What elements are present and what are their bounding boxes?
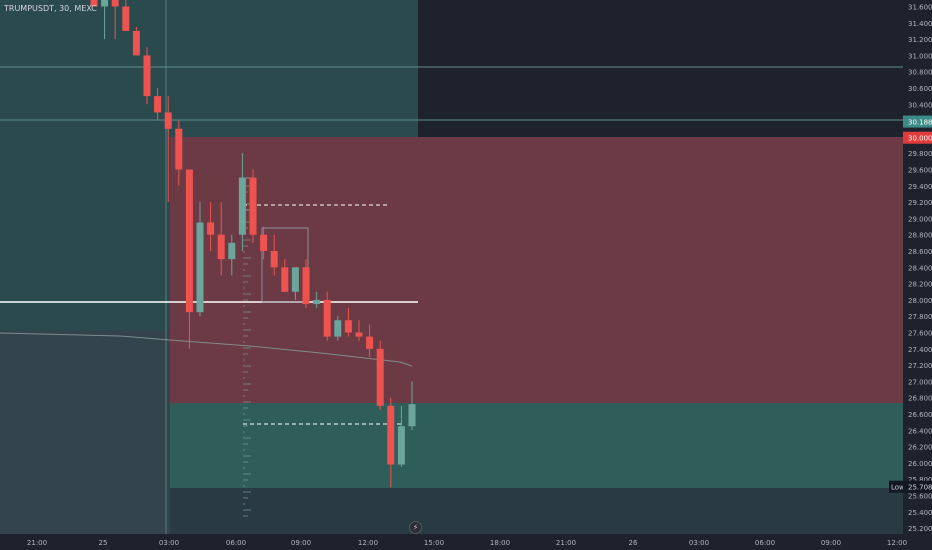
low-tag xyxy=(889,480,903,493)
candle-body xyxy=(111,0,119,7)
x-tick-label: 18:00 xyxy=(490,539,510,547)
candle-body xyxy=(175,128,183,170)
candle-body xyxy=(281,267,289,292)
lower-left-shade xyxy=(0,330,170,534)
candle-body xyxy=(376,348,384,406)
lightning-icon[interactable]: ⚡ xyxy=(409,521,422,534)
y-tick-label: 25.400 xyxy=(908,509,932,517)
y-tick-label: 29.800 xyxy=(908,150,932,158)
y-tick-label: 29.600 xyxy=(908,167,932,175)
candle-body xyxy=(196,222,204,313)
y-tick-label: 31.400 xyxy=(908,20,932,28)
x-tick-label: 09:00 xyxy=(821,539,841,547)
y-tick-label: 31.000 xyxy=(908,52,932,60)
upper-highlight-zone xyxy=(170,0,418,137)
x-tick-label: 15:00 xyxy=(424,539,444,547)
x-tick-label: 12:00 xyxy=(887,539,907,547)
symbol-title: TRUMPUSDT, 30, MEXC xyxy=(4,4,97,13)
x-tick-label: 25 xyxy=(99,539,108,547)
y-tick-label: 25.200 xyxy=(908,525,932,533)
candle-body xyxy=(302,267,310,304)
y-tick-label: 28.800 xyxy=(908,232,932,240)
y-tick-label: 30.800 xyxy=(908,69,932,77)
y-tick-label: 29.200 xyxy=(908,199,932,207)
x-tick-label: 06:00 xyxy=(755,539,775,547)
y-tick-label: 28.600 xyxy=(908,248,932,256)
y-tick-label: 27.200 xyxy=(908,362,932,370)
range-box xyxy=(261,227,309,303)
y-tick-label: 28.200 xyxy=(908,281,932,289)
candle-body xyxy=(260,234,268,251)
candle-body xyxy=(291,267,299,292)
y-tick-label: 26.000 xyxy=(908,460,932,468)
candle-body xyxy=(101,0,109,7)
y-tick-label: 27.600 xyxy=(908,330,932,338)
candle-body xyxy=(143,55,151,97)
candle-body xyxy=(122,6,130,31)
y-tick-label: 25.800 xyxy=(908,476,932,484)
candle-body xyxy=(238,177,246,235)
candle-body xyxy=(323,299,331,337)
y-tick-label: 31.600 xyxy=(908,4,932,12)
y-tick-label: 27.000 xyxy=(908,378,932,386)
candle-body xyxy=(90,0,98,7)
y-tick-label: 27.400 xyxy=(908,346,932,354)
y-tick-label: 29.400 xyxy=(908,183,932,191)
y-tick-label: 30.600 xyxy=(908,85,932,93)
low-price-label: 25.708 xyxy=(908,484,932,492)
candle-body xyxy=(387,405,395,465)
x-tick-label: 21:00 xyxy=(27,539,47,547)
price-tag xyxy=(903,115,932,128)
candle-body xyxy=(366,336,374,349)
stop-loss-zone xyxy=(170,137,903,403)
candle-body xyxy=(397,426,405,465)
x-tick-label: 26 xyxy=(629,539,638,547)
x-tick-label: 09:00 xyxy=(291,539,311,547)
candle-body xyxy=(249,177,257,235)
price-tag-label: 30.188 xyxy=(908,119,932,127)
y-tick-label: 26.800 xyxy=(908,395,932,403)
x-tick-label: 03:00 xyxy=(689,539,709,547)
candle-body xyxy=(164,112,172,129)
x-tick-label: 21:00 xyxy=(556,539,576,547)
x-tick-label: 12:00 xyxy=(358,539,378,547)
y-tick-label: 25.600 xyxy=(908,493,932,501)
candle-body xyxy=(334,320,342,337)
vwap-line xyxy=(0,332,413,367)
y-tick-label: 28.000 xyxy=(908,297,932,305)
time-axis xyxy=(0,534,903,550)
y-tick-label: 30.400 xyxy=(908,101,932,109)
candle-body xyxy=(344,320,352,333)
candle-body xyxy=(185,169,193,313)
y-tick-label: 31.200 xyxy=(908,36,932,44)
low-tag-label: Low xyxy=(891,484,905,492)
y-tick-label: 29.000 xyxy=(908,215,932,223)
y-tick-label: 26.200 xyxy=(908,444,932,452)
price-tag xyxy=(903,131,932,144)
x-tick-label: 03:00 xyxy=(159,539,179,547)
lower-band xyxy=(170,488,903,534)
low-price-tag xyxy=(903,480,932,493)
candle-body xyxy=(270,251,278,268)
candle-body xyxy=(408,404,416,427)
price-axis xyxy=(903,0,932,550)
y-tick-label: 26.400 xyxy=(908,427,932,435)
candle-body xyxy=(217,234,225,260)
candle-body xyxy=(132,30,140,56)
y-tick-label: 27.800 xyxy=(908,313,932,321)
candle-body xyxy=(313,299,321,304)
y-tick-label: 28.400 xyxy=(908,264,932,272)
price-tag-label: 30.000 xyxy=(908,135,932,143)
candle-body xyxy=(207,222,215,235)
y-tick-label: 26.600 xyxy=(908,411,932,419)
x-tick-label: 06:00 xyxy=(226,539,246,547)
candle-body xyxy=(154,96,162,113)
candle-body xyxy=(355,332,363,337)
candle-body xyxy=(228,242,236,260)
